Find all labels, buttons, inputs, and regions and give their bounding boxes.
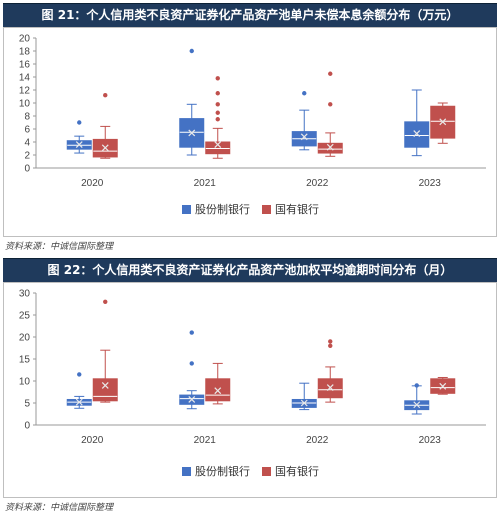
chart-2-svg: 0 5 10 15 20 25 30 2020 2021 2022 2023 股份制银行 国有银行	[19, 289, 486, 478]
outlier-point	[414, 383, 419, 388]
legend-swatch	[182, 205, 191, 214]
outlier-point	[215, 117, 220, 122]
box-国有银行	[92, 378, 118, 402]
source-note-1: 资料来源：中诚信国际整理	[5, 242, 114, 252]
y-tick-label: 0	[24, 421, 30, 432]
mean-marker	[214, 141, 222, 149]
y-tick-label: 16	[19, 60, 31, 71]
x-category-label: 2023	[419, 178, 442, 189]
chart-title-1: 图 21：个人信用类不良资产证券化产品资产池单户未偿本息余额分布（万元）	[3, 3, 497, 28]
y-tick-label: 10	[19, 377, 31, 388]
y-tick-label: 25	[19, 311, 31, 322]
outlier-point	[77, 120, 82, 125]
outlier-point	[328, 102, 333, 107]
outlier-point	[215, 76, 220, 81]
y-tick-label: 20	[19, 333, 31, 344]
mean-marker	[300, 133, 308, 141]
mean-marker	[75, 398, 83, 406]
x-category-label: 2020	[81, 435, 104, 446]
plot-frame-1: 0 2 4 6 8 10 12 14 16 18 20 2020 2021 2022 2023 股份制银行 国有…	[3, 27, 497, 237]
mean-marker	[300, 399, 308, 407]
legend-swatch	[262, 467, 271, 476]
y-tick-label: 2	[24, 151, 30, 162]
box-国有银行	[317, 142, 343, 154]
y-tick-label: 30	[19, 289, 31, 300]
y-tick-label: 6	[24, 125, 30, 136]
y-tick-label: 14	[19, 73, 31, 84]
mean-marker	[101, 144, 109, 152]
source-note-2: 资料来源：中诚信国际整理	[5, 503, 114, 513]
outlier-point	[103, 299, 108, 304]
outlier-point	[215, 110, 220, 115]
mean-marker	[439, 118, 447, 126]
mean-marker	[188, 396, 196, 403]
x-category-label: 2023	[419, 435, 442, 446]
mean-marker	[439, 382, 447, 390]
mean-marker	[188, 129, 196, 137]
legend-label: 股份制银行	[195, 464, 250, 478]
y-tick-label: 15	[19, 355, 31, 366]
y-tick-label: 8	[24, 112, 30, 123]
legend-label: 国有银行	[275, 464, 319, 478]
x-category-label: 2022	[306, 178, 329, 189]
outlier-point	[215, 102, 220, 107]
y-tick-label: 20	[19, 34, 31, 45]
outlier-point	[328, 339, 333, 344]
legend-swatch	[182, 467, 191, 476]
mean-marker	[75, 141, 83, 149]
outlier-point	[189, 48, 194, 54]
x-category-label: 2021	[194, 178, 217, 189]
x-category-label: 2020	[81, 178, 104, 189]
mean-marker	[326, 384, 334, 392]
legend-label: 股份制银行	[195, 202, 250, 216]
chart-title-2: 图 22：个人信用类不良资产证券化产品资产池加权平均逾期时间分布（月）	[3, 258, 497, 283]
y-tick-label: 12	[19, 86, 31, 97]
box-股份制银行	[404, 121, 430, 148]
outlier-point	[103, 93, 108, 98]
outlier-point	[328, 343, 333, 348]
y-tick-label: 18	[19, 47, 31, 58]
y-tick-label: 4	[24, 138, 30, 149]
outlier-point	[302, 91, 307, 96]
y-tick-label: 5	[24, 399, 30, 410]
mean-marker	[214, 387, 222, 395]
mean-marker	[101, 381, 109, 389]
box-国有银行	[205, 378, 231, 402]
outlier-point	[328, 71, 333, 76]
legend-swatch	[262, 205, 271, 214]
box-国有银行	[205, 141, 231, 155]
plot-frame-2: 0 5 10 15 20 25 30 2020 2021 2022 2023 股份制银行 国有银行	[3, 282, 497, 498]
mean-marker	[413, 130, 421, 137]
mean-marker	[413, 401, 421, 409]
outlier-point	[189, 330, 194, 335]
x-category-label: 2021	[194, 435, 217, 446]
x-category-label: 2022	[306, 435, 329, 446]
outlier-point	[77, 372, 82, 377]
outlier-point	[215, 91, 220, 96]
mean-marker	[326, 143, 334, 151]
y-tick-label: 0	[24, 164, 30, 175]
y-tick-label: 10	[19, 99, 31, 110]
outlier-point	[189, 361, 194, 366]
legend-label: 国有银行	[275, 202, 319, 216]
